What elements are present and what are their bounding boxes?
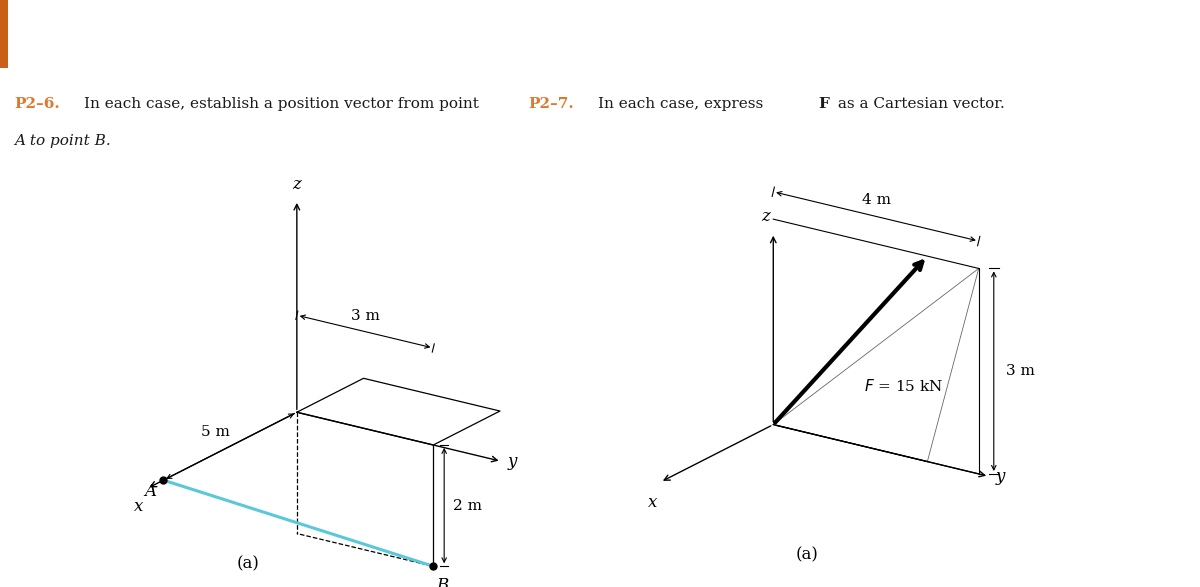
Text: 2 m: 2 m — [454, 498, 482, 512]
Text: y: y — [508, 453, 517, 470]
Text: y: y — [996, 468, 1006, 485]
Text: A: A — [144, 483, 156, 500]
Text: z: z — [761, 208, 770, 225]
Text: In each case, express: In each case, express — [598, 97, 768, 111]
Text: B: B — [437, 577, 449, 587]
Text: 5 m: 5 m — [200, 425, 229, 439]
Bar — [0, 0, 8, 68]
Text: (a): (a) — [236, 555, 259, 572]
Text: In each case, establish a position vector from point: In each case, establish a position vecto… — [84, 97, 479, 111]
Text: 3 m: 3 m — [1006, 364, 1034, 378]
Text: P2–7.: P2–7. — [528, 97, 574, 111]
Text: x: x — [134, 498, 144, 515]
Text: (a): (a) — [796, 546, 818, 563]
Text: 4 m: 4 m — [862, 193, 890, 207]
Text: as a Cartesian vector.: as a Cartesian vector. — [833, 97, 1004, 111]
Text: x: x — [648, 494, 656, 511]
Text: $F$ = 15 kN: $F$ = 15 kN — [864, 378, 943, 394]
Text: PRELIMINARY PROBLEMS: PRELIMINARY PROBLEMS — [22, 22, 373, 46]
Text: P2–6.: P2–6. — [14, 97, 60, 111]
Text: A to point B.: A to point B. — [14, 134, 112, 149]
Text: z: z — [293, 176, 301, 193]
Text: 3 m: 3 m — [350, 309, 379, 323]
Text: F: F — [818, 97, 829, 111]
